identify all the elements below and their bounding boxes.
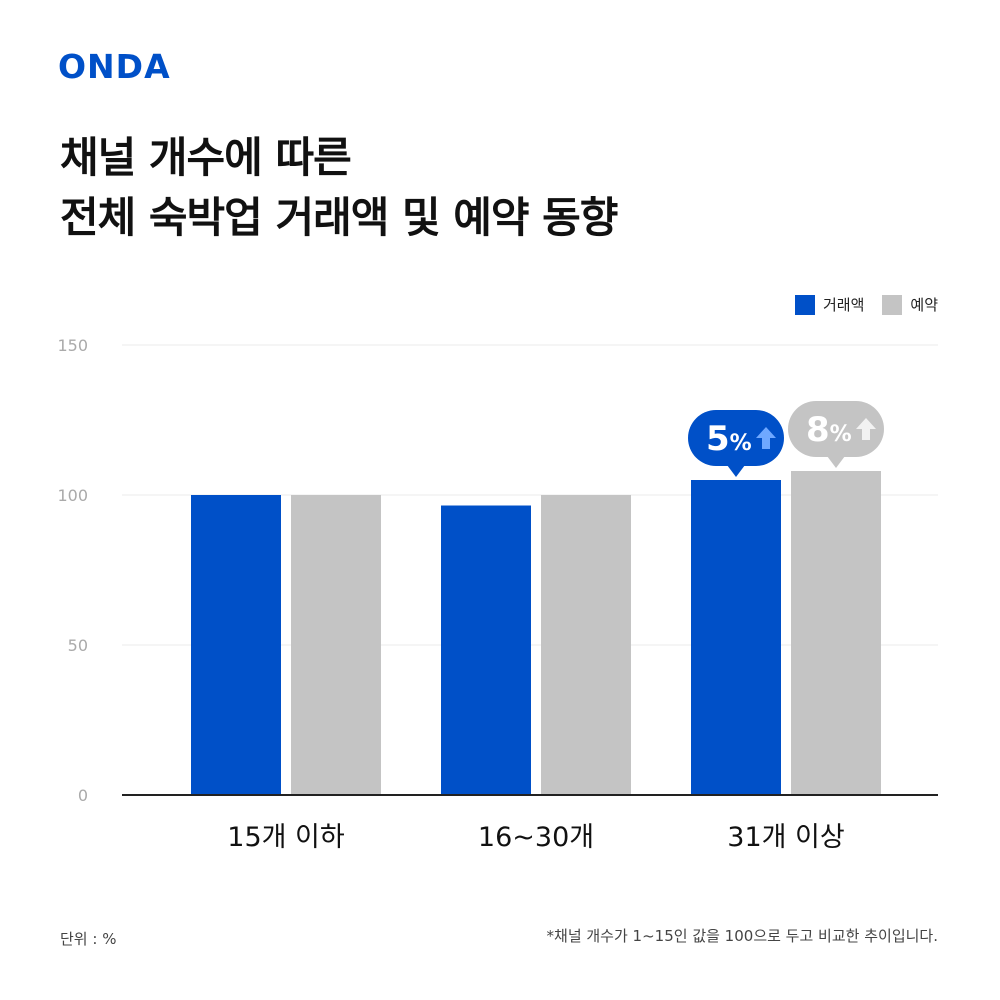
bar-booking-2: [541, 495, 631, 795]
footnote: *채널 개수가 1~15인 값을 100으로 두고 비교한 추이입니다.: [546, 927, 938, 945]
bar-transaction-3: [691, 480, 781, 795]
growth-bubble-transaction: [688, 410, 784, 466]
title-line-1: 채널 개수에 따른: [60, 133, 352, 182]
y-tick-label-50: 50: [68, 636, 88, 655]
x-tick-label-3: 31개 이상: [727, 822, 844, 853]
chart-legend: 거래액 예약: [777, 294, 938, 315]
growth-bubble-pointer-transaction: [727, 465, 745, 477]
title-line-2: 전체 숙박업 거래액 및 예약 동향: [60, 193, 618, 242]
growth-unit-transaction: %: [730, 431, 752, 456]
bar-transaction-2: [441, 505, 531, 795]
bar-transaction-1: [191, 495, 281, 795]
page-title: 채널 개수에 따른 전체 숙박업 거래액 및 예약 동향: [60, 128, 618, 248]
legend-label-transaction: 거래액: [822, 296, 865, 314]
x-tick-label-2: 16~30개: [478, 822, 594, 853]
bar-booking-3: [791, 471, 881, 795]
legend-swatch-transaction: [794, 294, 815, 315]
legend-item-transaction: 거래액: [794, 294, 865, 315]
legend-label-booking: 예약: [910, 296, 938, 314]
x-tick-label-1: 15개 이하: [227, 822, 345, 853]
growth-unit-booking: %: [830, 422, 852, 447]
onda-logo-icon: ONDA: [58, 47, 171, 84]
growth-bubble-pointer-booking: [827, 456, 845, 468]
growth-value-transaction: 5%: [706, 419, 752, 459]
legend-item-booking: 예약: [882, 294, 938, 315]
bar-booking-1: [291, 495, 381, 795]
brand-logo: ONDA: [58, 44, 188, 84]
y-tick-label-100: 100: [57, 486, 88, 505]
growth-number-booking: 8: [806, 410, 830, 450]
y-tick-label-150: 150: [57, 336, 88, 355]
growth-value-booking: 8%: [806, 410, 852, 450]
growth-number-transaction: 5: [706, 419, 730, 459]
arrow-up-icon-transaction: [756, 427, 776, 449]
logo-text: ONDA: [58, 47, 171, 84]
unit-label: 단위 : %: [60, 930, 117, 948]
y-tick-label-0: 0: [78, 786, 88, 805]
growth-bubble-booking: [788, 401, 884, 457]
legend-swatch-booking: [882, 294, 903, 315]
arrow-up-icon-booking: [856, 418, 876, 440]
